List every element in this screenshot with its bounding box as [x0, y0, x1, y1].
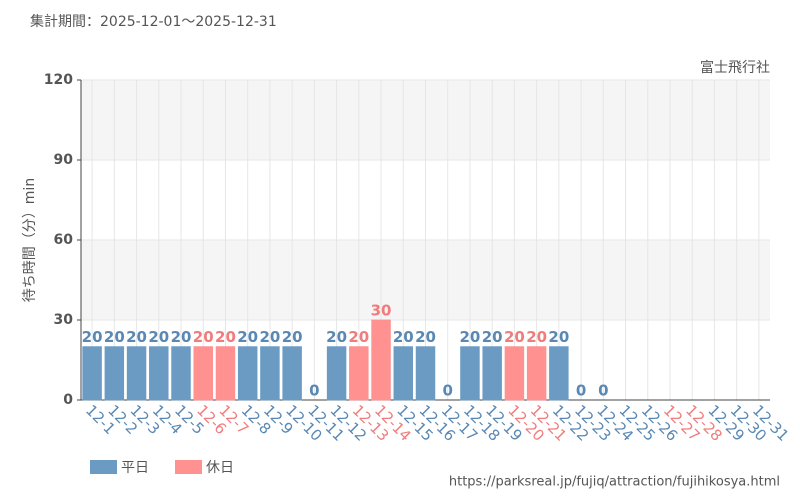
annotation: 富士飛行社: [700, 59, 770, 76]
legend-swatch: [90, 460, 117, 474]
value-label: 20: [148, 328, 169, 346]
value-label: 20: [482, 328, 503, 346]
bar: [460, 346, 480, 401]
value-label: 0: [443, 382, 453, 400]
value-label: 0: [309, 382, 319, 400]
value-label: 20: [348, 328, 369, 346]
legend-label: 休日: [206, 460, 234, 476]
chart-title: 集計期間：2025-12-01～2025-12-31: [30, 13, 277, 30]
value-label: 20: [104, 328, 125, 346]
y-tick-label: 0: [63, 392, 73, 408]
value-label: 20: [548, 328, 569, 346]
bar: [126, 346, 147, 401]
value-label: 20: [326, 328, 347, 346]
value-label: 20: [282, 328, 303, 346]
value-label: 20: [237, 328, 258, 346]
bar: [504, 346, 525, 401]
y-tick-label: 120: [44, 72, 73, 88]
bar: [193, 346, 213, 401]
y-tick-label: 90: [54, 152, 74, 168]
value-label: 0: [598, 382, 608, 400]
value-label: 20: [393, 328, 414, 346]
bar: [215, 346, 236, 401]
value-label: 20: [526, 328, 547, 346]
bar: [549, 346, 569, 401]
bar: [171, 346, 191, 401]
y-tick-label: 30: [54, 312, 74, 328]
value-label: 20: [504, 328, 525, 346]
value-label: 30: [371, 302, 392, 320]
bar: [371, 319, 391, 401]
source-url: https://parksreal.jp/fujiq/attraction/fu…: [449, 475, 780, 490]
legend-label: 平日: [121, 460, 149, 476]
value-label: 20: [415, 328, 436, 346]
value-label: 0: [576, 382, 586, 400]
value-label: 20: [259, 328, 280, 346]
value-label: 20: [460, 328, 481, 346]
bar: [526, 346, 547, 401]
y-axis-label: 待ち時間（分）min: [22, 178, 38, 302]
bar: [260, 346, 280, 401]
bar: [82, 346, 102, 401]
bar: [326, 346, 347, 401]
bar: [349, 346, 369, 401]
bar: [415, 346, 436, 401]
value-label: 20: [215, 328, 236, 346]
bar: [482, 346, 502, 401]
bar: [104, 346, 125, 401]
value-label: 20: [171, 328, 192, 346]
bar: [282, 346, 302, 401]
bar: [393, 346, 414, 401]
bar: [149, 346, 169, 401]
y-tick-label: 60: [54, 232, 74, 248]
value-label: 20: [82, 328, 103, 346]
value-label: 20: [126, 328, 147, 346]
value-label: 20: [193, 328, 214, 346]
bar: [237, 346, 258, 401]
legend-swatch: [175, 460, 202, 474]
